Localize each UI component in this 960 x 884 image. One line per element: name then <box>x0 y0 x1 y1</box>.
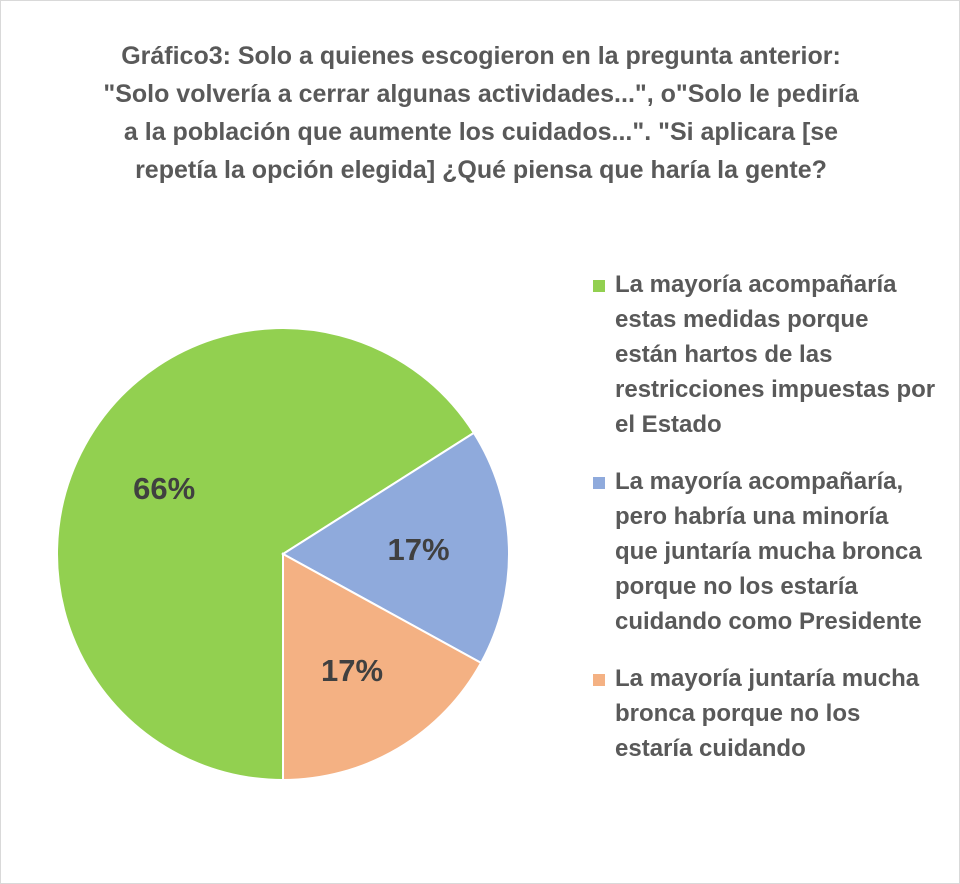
legend-label-line: están hartos de las <box>615 341 833 368</box>
legend-label-line: el Estado <box>615 411 722 438</box>
pie-data-label: 17% <box>387 532 449 567</box>
pie-slice <box>281 431 510 665</box>
legend-swatch <box>593 477 605 489</box>
chart-title-line: "Solo volvería a cerrar algunas activida… <box>103 80 859 108</box>
chart-title-line: a la población que aumente los cuidados.… <box>123 118 839 146</box>
legend-label-line: La mayoría acompañaría <box>615 271 897 298</box>
pie-data-label: 17% <box>321 653 383 688</box>
legend-label-line: pero habría una minoría <box>615 503 889 530</box>
chart-title-line: repetía la opción elegida] ¿Qué piensa q… <box>135 156 827 184</box>
legend-swatch <box>593 280 605 292</box>
pie-slice <box>282 552 483 782</box>
pie-slice <box>56 327 476 782</box>
legend-item: La mayoría acompañaría estas medidas por… <box>593 267 953 442</box>
legend-label-line: bronca porque no los <box>615 700 861 727</box>
chart-title-line: Gráfico3: Solo a quienes escogieron en l… <box>121 42 841 70</box>
legend-label-line: cuidando como Presidente <box>615 608 922 635</box>
chart-title: Gráfico3: Solo a quienes escogieron en l… <box>71 37 891 189</box>
legend-label-line: estaría cuidando <box>615 735 806 762</box>
pie-data-label: 66% <box>133 471 195 506</box>
legend-label: La mayoría juntaría mucha bronca porque … <box>615 661 953 766</box>
legend-label-line: La mayoría juntaría mucha <box>615 665 920 692</box>
legend-swatch <box>593 674 605 686</box>
legend-label-line: porque no los estaría <box>615 573 858 600</box>
legend-item: La mayoría acompañaría, pero habría una … <box>593 464 953 639</box>
legend: La mayoría acompañaría estas medidas por… <box>593 267 953 788</box>
legend-label-line: que juntaría mucha bronca <box>615 538 922 565</box>
legend-label: La mayoría acompañaría estas medidas por… <box>615 267 953 442</box>
legend-item: La mayoría juntaría mucha bronca porque … <box>593 661 953 766</box>
legend-label-line: estas medidas porque <box>615 306 869 333</box>
legend-label-line: La mayoría acompañaría, <box>615 468 904 495</box>
legend-label-line: restricciones impuestas por <box>615 376 936 403</box>
legend-label: La mayoría acompañaría, pero habría una … <box>615 464 953 639</box>
